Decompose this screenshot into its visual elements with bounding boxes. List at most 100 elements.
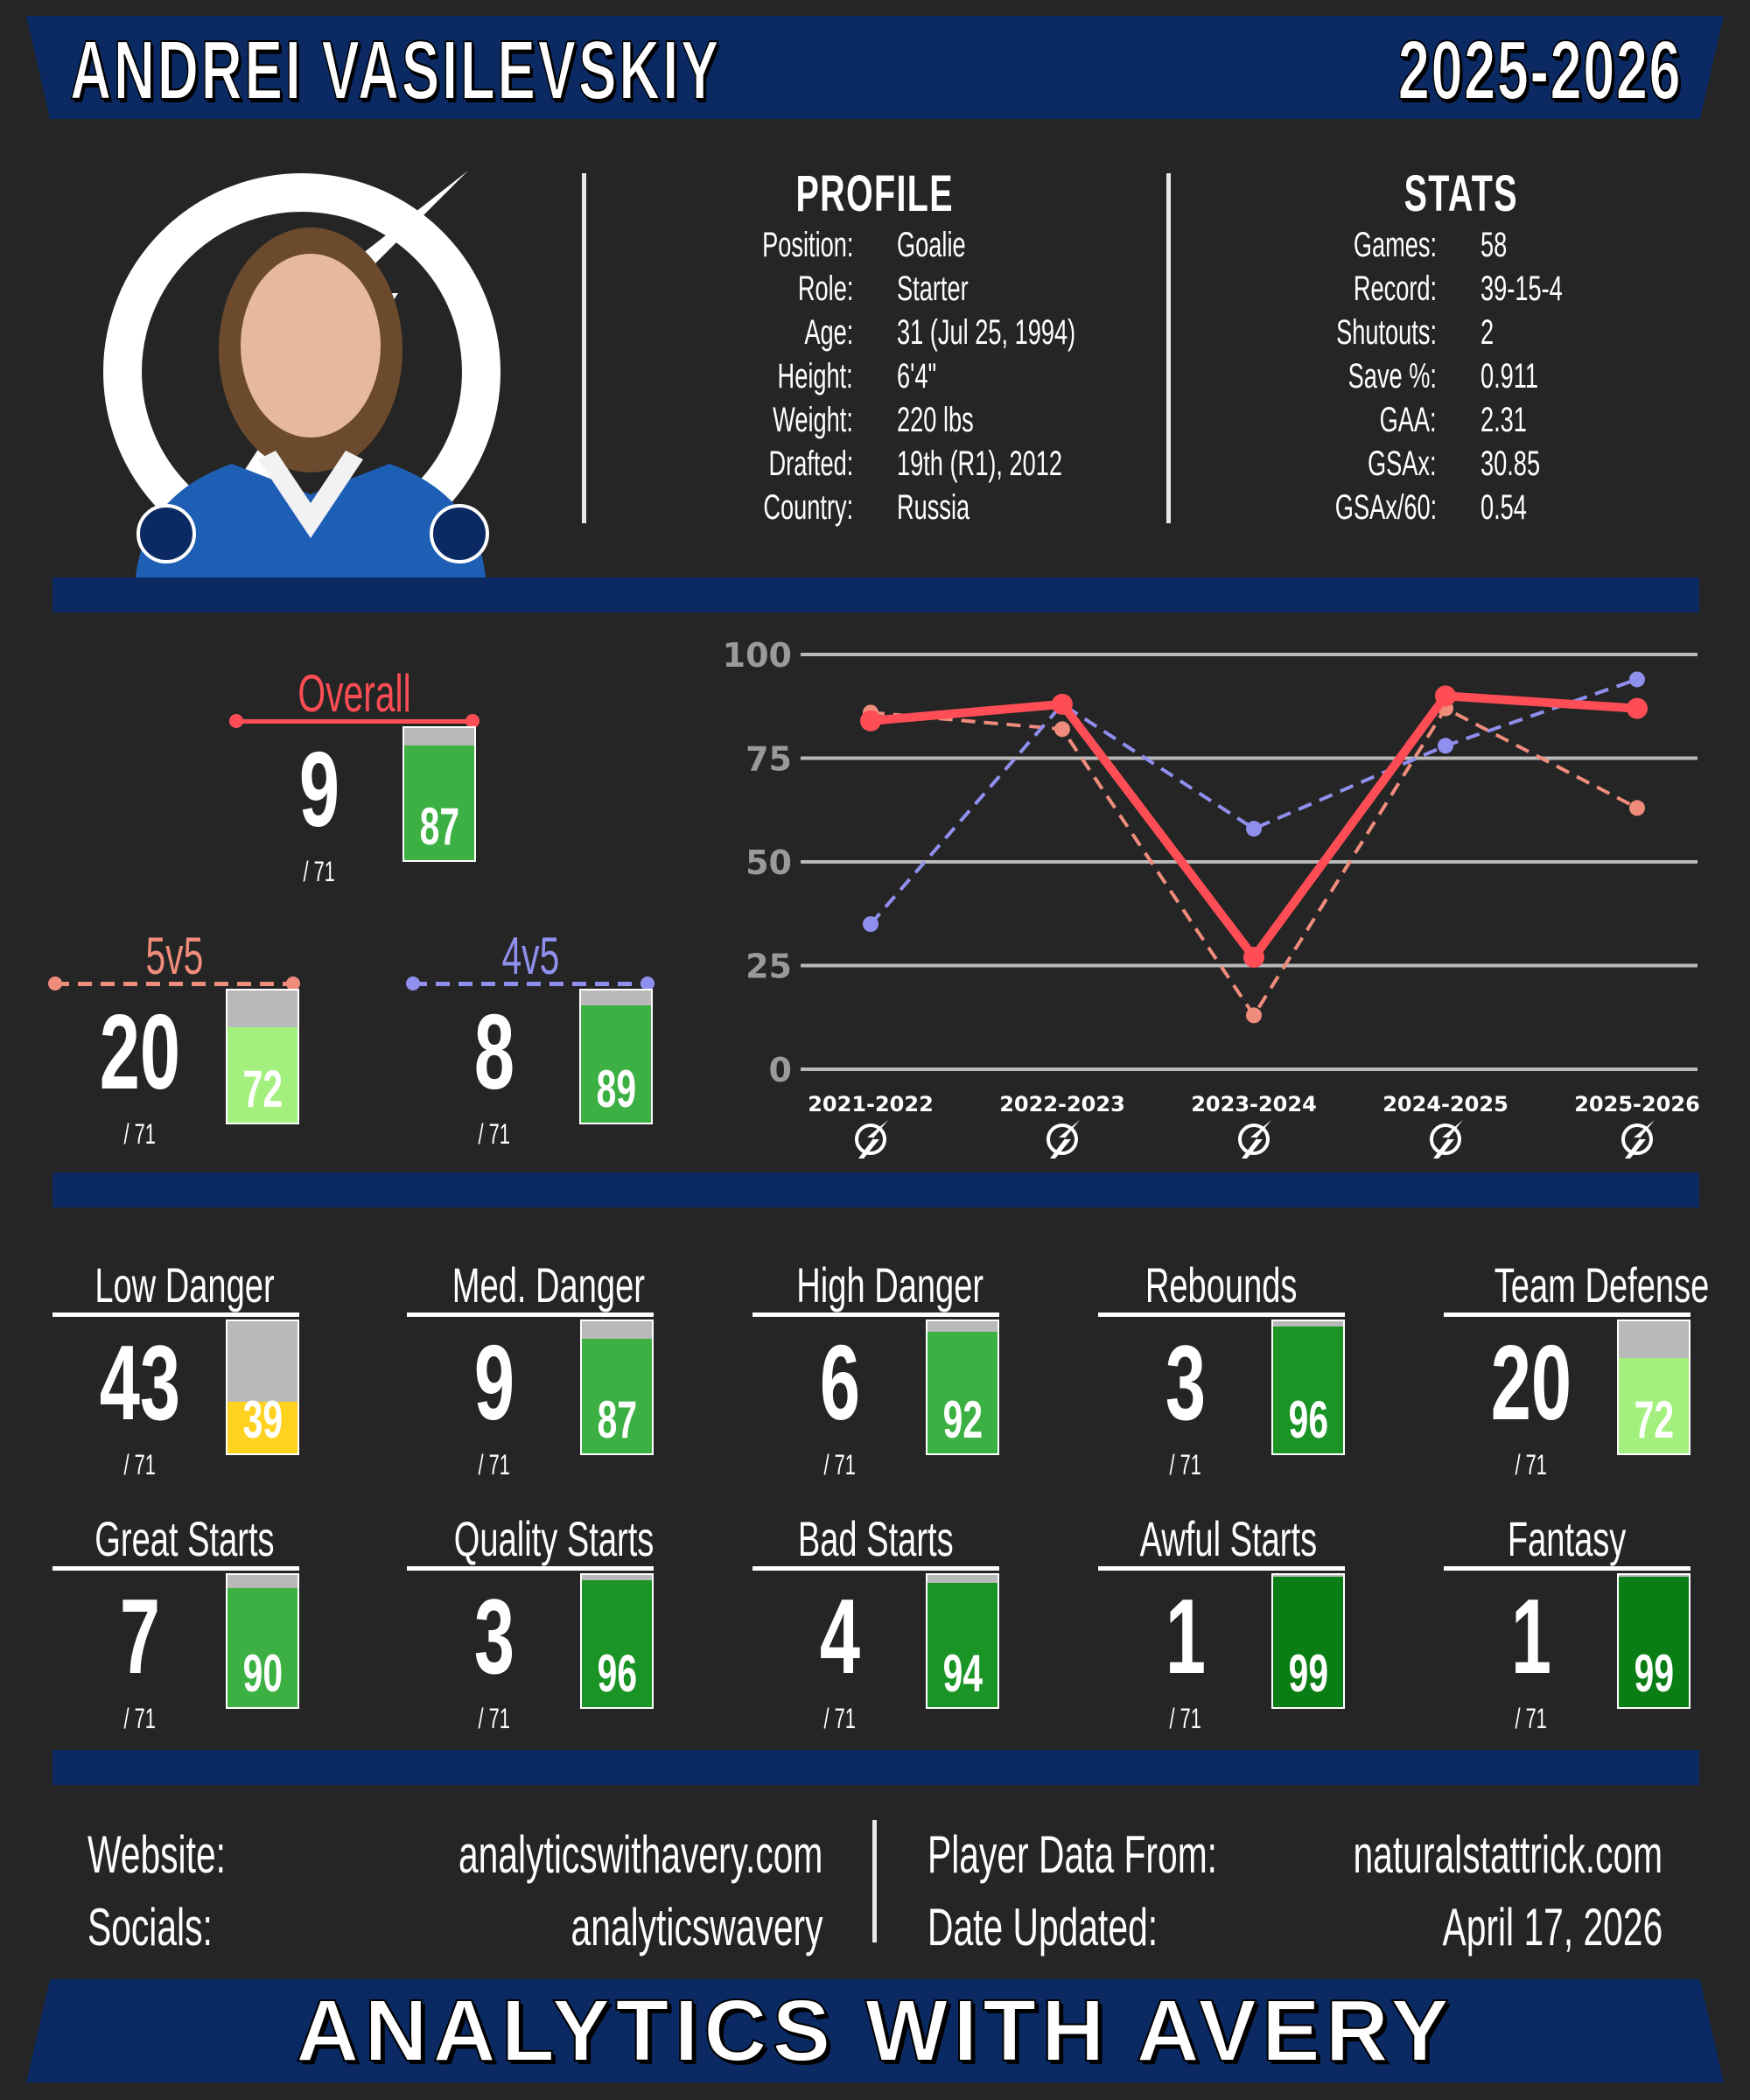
- y-tick-label: 0: [769, 1051, 792, 1089]
- y-tick-label: 100: [723, 636, 792, 675]
- overall-underline: [229, 714, 480, 728]
- stats-row-label: Games:: [1353, 226, 1437, 264]
- med-danger-rank: 9: [473, 1323, 515, 1442]
- series-2-point: [863, 916, 878, 933]
- pk-4v5-rank: 8: [473, 992, 515, 1111]
- pk-4v5-percentile-value: 89: [596, 1060, 636, 1118]
- website-link[interactable]: analyticswithavery.com: [458, 1825, 822, 1884]
- pk-4v5-percentile-fill: 89: [581, 1004, 651, 1123]
- ev-5v5-rank-of: / 71: [123, 1118, 157, 1150]
- team-defense-rank-of: / 71: [1515, 1449, 1548, 1480]
- series-1-point: [1054, 721, 1070, 738]
- rebounds-percentile-bar: 96: [1271, 1320, 1345, 1455]
- x-tick-label: 2024-2025: [1382, 1092, 1508, 1116]
- series-2-point: [1438, 738, 1453, 754]
- profile-row-value: 19th (R1), 2012: [897, 444, 1063, 483]
- team-defense-label: Team Defense: [1494, 1257, 1710, 1312]
- divider-right: [1166, 173, 1171, 523]
- team-logo-icon: [1430, 1120, 1463, 1158]
- pk-4v5-underline-dot-right: [640, 976, 654, 990]
- high-danger-underline: [752, 1312, 999, 1317]
- team-defense-rank: 20: [1490, 1323, 1572, 1442]
- profile-title: PROFILE: [795, 165, 955, 222]
- bad-starts-percentile-bar: 94: [926, 1573, 999, 1709]
- divider-left: [582, 173, 586, 523]
- low-danger-percentile-fill: 39: [228, 1390, 298, 1453]
- awful-starts-percentile-value: 99: [1288, 1644, 1328, 1703]
- team-defense-percentile-value: 72: [1634, 1390, 1674, 1449]
- low-danger-percentile-value: 39: [242, 1390, 283, 1449]
- bad-starts-percentile-value: 94: [942, 1644, 983, 1703]
- updated-label: Date Updated:: [928, 1898, 1158, 1956]
- ev-5v5-percentile-fill: 72: [228, 1027, 298, 1123]
- med-danger-label: Med. Danger: [452, 1257, 645, 1312]
- rebounds-rank: 3: [1165, 1323, 1207, 1442]
- profile-row-label: Role:: [797, 270, 853, 308]
- low-danger-underline: [52, 1312, 299, 1317]
- bottom-banner: [26, 1979, 1724, 2082]
- high-danger-rank: 6: [819, 1323, 861, 1442]
- high-danger-percentile-bar: 92: [926, 1320, 999, 1455]
- stats-row-value: 0.54: [1480, 488, 1527, 527]
- stats-row-value: 0.911: [1480, 357, 1539, 396]
- rebounds-underline: [1098, 1312, 1345, 1317]
- stats-title: STATS: [1404, 165, 1519, 222]
- profile-row-value: Goalie: [897, 226, 966, 264]
- overall-label: Overall: [298, 664, 411, 723]
- quality-starts-rank: 3: [473, 1577, 515, 1696]
- high-danger-label: High Danger: [796, 1257, 984, 1312]
- ev-5v5-underline-dot-left: [48, 976, 62, 990]
- overall-underline-dot-right: [466, 714, 480, 728]
- med-danger-underline: [407, 1312, 654, 1317]
- profile-row-value: 6'4": [897, 357, 937, 396]
- series-0-point: [860, 710, 881, 732]
- great-starts-underline: [52, 1566, 299, 1571]
- divider-band-1: [52, 578, 1699, 612]
- fantasy-percentile-fill: 99: [1619, 1576, 1689, 1707]
- updated-value: April 17, 2026: [1442, 1898, 1662, 1956]
- pk-4v5-underline-dot-left: [406, 976, 420, 990]
- stats-row-label: GAA:: [1379, 401, 1437, 439]
- x-tick-label: 2023-2024: [1191, 1092, 1317, 1116]
- pk-4v5-label: 4v5: [501, 927, 559, 985]
- high-danger-percentile-fill: 92: [928, 1332, 998, 1453]
- stats-row-value: 39-15-4: [1480, 270, 1563, 308]
- profile-row-label: Age:: [804, 313, 853, 352]
- overall-rank: 9: [298, 730, 340, 849]
- stats-row-value: 30.85: [1480, 444, 1541, 483]
- great-starts-rank-of: / 71: [123, 1703, 157, 1734]
- overall-underline-dot-left: [229, 714, 243, 728]
- stats-row-label: Save %:: [1348, 357, 1437, 396]
- team-logo-icon: [855, 1120, 888, 1158]
- fantasy-rank-of: / 71: [1515, 1703, 1548, 1734]
- profile-row-label: Height:: [777, 357, 853, 396]
- great-starts-percentile-fill: 90: [228, 1588, 298, 1707]
- ev-5v5-rank: 20: [99, 992, 181, 1111]
- stats-row-label: GSAx/60:: [1334, 488, 1437, 527]
- rebounds-label: Rebounds: [1145, 1257, 1298, 1312]
- med-danger-percentile-value: 87: [597, 1390, 637, 1449]
- quality-starts-percentile-value: 96: [597, 1644, 637, 1703]
- divider-band-2: [52, 1172, 1699, 1208]
- x-tick-label: 2025-2026: [1574, 1092, 1700, 1116]
- awful-starts-label: Awful Starts: [1139, 1511, 1318, 1566]
- season-title: 2025-2026: [1397, 23, 1682, 118]
- pk-4v5-percentile-bar: 89: [579, 989, 653, 1124]
- fantasy-rank: 1: [1510, 1577, 1552, 1696]
- source-link[interactable]: naturalstattrick.com: [1353, 1825, 1662, 1884]
- series-0-point: [1435, 685, 1456, 707]
- profile-row-label: Country:: [763, 488, 853, 527]
- socials-link[interactable]: analyticswavery: [570, 1898, 822, 1956]
- profile-row-label: Drafted:: [768, 444, 853, 483]
- med-danger-rank-of: / 71: [478, 1449, 511, 1480]
- series-1-point: [1629, 800, 1645, 816]
- team-defense-percentile-fill: 72: [1619, 1358, 1689, 1453]
- profile-row-label: Weight:: [773, 401, 853, 439]
- stats-row-value: 2.31: [1480, 401, 1527, 439]
- overall-percentile-fill: 87: [404, 745, 474, 860]
- pk-4v5-underline: [406, 976, 654, 990]
- team-logo-icon: [1238, 1120, 1271, 1158]
- quality-starts-label: Quality Starts: [453, 1511, 654, 1566]
- rebounds-percentile-fill: 96: [1273, 1326, 1343, 1453]
- low-danger-percentile-bar: 39: [226, 1320, 299, 1455]
